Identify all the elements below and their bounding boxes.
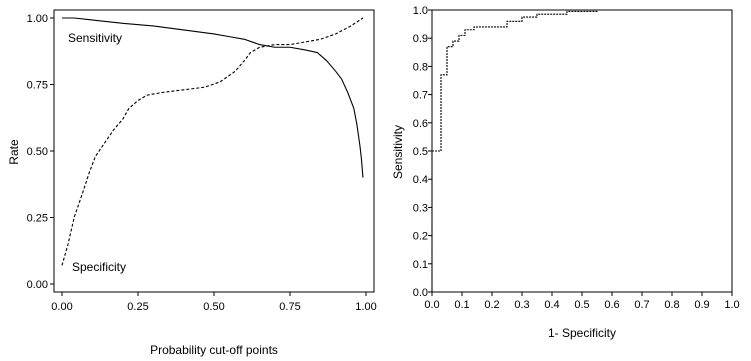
right-y-tick-label: 0.1: [413, 259, 428, 271]
left-series-group: [61, 17, 364, 266]
right-x-tick-label: 0.8: [664, 299, 679, 311]
right-x-tick-label: 0.0: [424, 299, 439, 311]
right-y-axis-title: Sensitivity: [391, 125, 405, 179]
specificity-annotation: Specificity: [72, 260, 126, 274]
right-y-tick-label: 0.8: [413, 61, 428, 73]
left-y-tick-label: 0.25: [27, 213, 48, 225]
right-x-tick-label: 0.5: [574, 299, 589, 311]
left-y-axis: 0.00 0.25 0.50 0.75 1.00: [27, 13, 54, 291]
right-y-tick-label: 0.7: [413, 90, 428, 102]
left-series-specificity-line: [61, 17, 364, 266]
right-x-tick-label: 0.7: [634, 299, 649, 311]
left-x-axis-title: Probability cut-off points: [150, 343, 278, 357]
left-chart: 0.00 0.25 0.50 0.75 1.00 0.00 0.25 0.50 0.75 1.0…: [7, 9, 377, 357]
left-y-tick-label: 0.75: [27, 80, 48, 92]
right-y-tick-label: 0.0: [413, 287, 428, 299]
left-x-tick-label: 0.50: [203, 301, 224, 313]
sensitivity-annotation: Sensitivity: [68, 31, 122, 45]
right-series-group: [431, 9, 732, 292]
right-y-tick-label: 0.9: [413, 33, 428, 45]
left-series-sensitivity-line: [62, 17, 364, 178]
left-y-tick-label: 0.50: [27, 146, 48, 158]
right-x-tick-label: 0.9: [694, 299, 709, 311]
right-y-tick-label: 0.4: [413, 174, 428, 186]
right-chart: 0.0 0.1 0.2 0.3 0.4 0.5 0.6 0.7 0.8 0.9 1.0 0.0 0.1…: [391, 5, 740, 340]
left-x-tick-label: 0.00: [51, 301, 72, 313]
left-plot-frame: [53, 9, 375, 293]
right-x-tick-label: 0.2: [484, 299, 499, 311]
left-x-tick-label: 1.00: [355, 301, 376, 313]
right-x-tick-label: 0.1: [454, 299, 469, 311]
right-x-axis-title: 1- Specificity: [548, 326, 616, 340]
right-x-axis: 0.0 0.1 0.2 0.3 0.4 0.5 0.6 0.7 0.8 0.9 1.0: [424, 292, 740, 311]
right-y-tick-label: 1.0: [413, 5, 428, 17]
right-x-tick-label: 0.6: [604, 299, 619, 311]
left-x-axis: 0.00 0.25 0.50 0.75 1.00: [51, 292, 377, 313]
right-y-axis: 0.0 0.1 0.2 0.3 0.4 0.5 0.6 0.7 0.8 0.9 1.0: [413, 5, 432, 299]
right-y-tick-label: 0.6: [413, 118, 428, 130]
right-y-tick-label: 0.3: [413, 202, 428, 214]
left-y-axis-title: Rate: [7, 139, 21, 165]
right-plot-frame: [431, 9, 733, 293]
right-series-roc-line: [431, 9, 732, 292]
right-y-tick-label: 0.2: [413, 231, 428, 243]
left-y-tick-label: 1.00: [27, 13, 48, 25]
left-y-tick-label: 0.00: [27, 279, 48, 291]
right-x-tick-label: 0.4: [544, 299, 559, 311]
right-x-tick-label: 0.3: [514, 299, 529, 311]
left-x-tick-label: 0.25: [127, 301, 148, 313]
right-x-tick-label: 1.0: [724, 299, 739, 311]
left-x-tick-label: 0.75: [279, 301, 300, 313]
right-y-tick-label: 0.5: [413, 146, 428, 158]
